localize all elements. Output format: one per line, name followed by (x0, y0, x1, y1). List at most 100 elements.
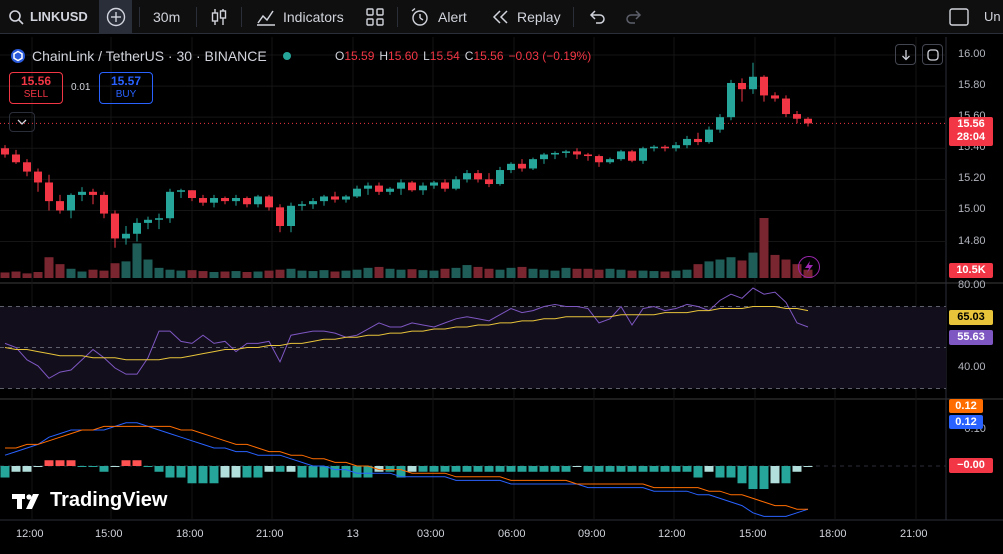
volume-bar (638, 270, 648, 278)
macd-histogram-bar (429, 466, 439, 472)
macd-histogram-bar (638, 466, 648, 472)
time-tick-label: 18:00 (819, 528, 847, 540)
collapse-legend-button[interactable] (9, 112, 35, 132)
layout-name[interactable]: Un (984, 9, 1001, 24)
macd-histogram-bar (407, 466, 417, 472)
rsi-line (4, 287, 809, 379)
candle-body (210, 198, 218, 203)
layouts-button[interactable] (366, 0, 384, 33)
macd-histogram-bar (363, 466, 373, 478)
replay-button[interactable]: Replay (491, 0, 561, 33)
volume-bar (308, 271, 318, 278)
candle-body (485, 179, 493, 185)
candle-body (397, 182, 405, 189)
macd-histogram-bar (462, 466, 472, 472)
candle-body (419, 185, 427, 191)
macd-histogram-bar (660, 466, 670, 472)
volume-bar (627, 270, 637, 278)
volume-bar (605, 268, 615, 278)
maximize-pane-button[interactable] (922, 44, 943, 65)
candle-body (298, 204, 306, 206)
candle-body (331, 196, 339, 200)
candle-body (452, 179, 460, 189)
candle-body (144, 219, 152, 223)
macd-histogram-bar (143, 466, 153, 467)
rsi-tick-label: 40.00 (958, 361, 986, 373)
candle-body (89, 191, 97, 195)
volume-bar (616, 269, 626, 278)
price-tick-label: 16.00 (958, 48, 986, 60)
candle-body (265, 196, 273, 208)
macd-histogram-bar (627, 466, 637, 472)
indicators-button[interactable]: Indicators (256, 0, 344, 33)
candle-body (738, 82, 746, 90)
compare-button[interactable] (99, 0, 132, 33)
candle-body (661, 146, 669, 149)
volume-bar (649, 271, 659, 278)
tradingview-logo[interactable]: TradingView (12, 489, 167, 512)
signal-tag: 0.12 (949, 399, 983, 413)
volume-bar (407, 269, 417, 278)
fullscreen-button[interactable] (949, 0, 969, 33)
candle-body (595, 156, 603, 163)
volume-bar (33, 272, 43, 278)
candle-body (320, 196, 328, 202)
volume-bar (286, 268, 296, 278)
candle-body (584, 154, 592, 157)
buy-label: BUY (115, 89, 137, 100)
replay-label: Replay (517, 8, 561, 25)
volume-bar (253, 271, 263, 278)
last-price-tag: 15.56 28:04 (949, 117, 993, 146)
candle-body (408, 182, 416, 191)
undo-button[interactable] (588, 0, 606, 33)
macd-histogram-bar (319, 466, 329, 478)
candle-body (749, 76, 757, 90)
volume-bar (462, 265, 472, 278)
interval-button[interactable]: 30m (153, 8, 181, 25)
candle-body (683, 138, 691, 146)
candle-body (507, 163, 515, 171)
buy-button[interactable]: 15.57 BUY (99, 72, 153, 104)
candle-body (529, 159, 537, 169)
candle-body (188, 190, 196, 199)
volume-bar (451, 267, 461, 278)
volume-bar (583, 268, 593, 278)
candle-body (34, 171, 42, 183)
candle-body (705, 129, 713, 143)
rewind-icon (491, 9, 509, 25)
candle-body (1, 148, 9, 155)
macd-histogram-bar (418, 466, 428, 472)
alert-button[interactable]: Alert (410, 0, 467, 33)
volume-bar (748, 252, 758, 278)
macd-histogram-bar (264, 466, 274, 472)
candle-body (23, 162, 31, 172)
candle-body (540, 154, 548, 160)
rsi-ma-line (4, 306, 809, 361)
sell-button[interactable]: 15.56 SELL (9, 72, 63, 104)
time-tick-label: 12:00 (16, 528, 44, 540)
candle-body (56, 201, 64, 211)
bar-countdown: 28:04 (956, 131, 986, 143)
tv-logo-icon (12, 492, 46, 510)
symbol-search[interactable]: LINKUSD (8, 0, 88, 33)
volume-bar (429, 270, 439, 278)
chart-type-button[interactable] (210, 0, 228, 33)
macd-histogram-bar (198, 466, 208, 484)
candle-body (760, 76, 768, 96)
square-icon (949, 7, 969, 26)
symbol-title[interactable]: ChainLink / TetherUS · 30 · BINANCE (32, 48, 267, 64)
candle-body (12, 154, 20, 163)
scroll-down-button[interactable] (895, 44, 916, 65)
volume-bar (0, 272, 10, 278)
macd-histogram-bar (176, 466, 186, 478)
volume-bar (682, 269, 692, 278)
time-tick-label: 21:00 (256, 528, 284, 540)
volume-bar (143, 259, 153, 278)
redo-button[interactable] (625, 0, 643, 33)
open-value: 15.59 (344, 49, 375, 63)
candle-body (133, 222, 141, 234)
lightning-button[interactable] (798, 256, 820, 278)
volume-bar (198, 271, 208, 278)
time-tick-label: 21:00 (900, 528, 928, 540)
